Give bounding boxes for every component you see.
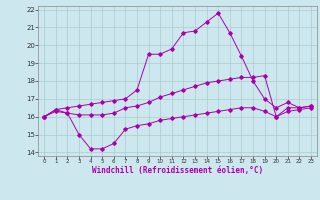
X-axis label: Windchill (Refroidissement éolien,°C): Windchill (Refroidissement éolien,°C) (92, 166, 263, 175)
